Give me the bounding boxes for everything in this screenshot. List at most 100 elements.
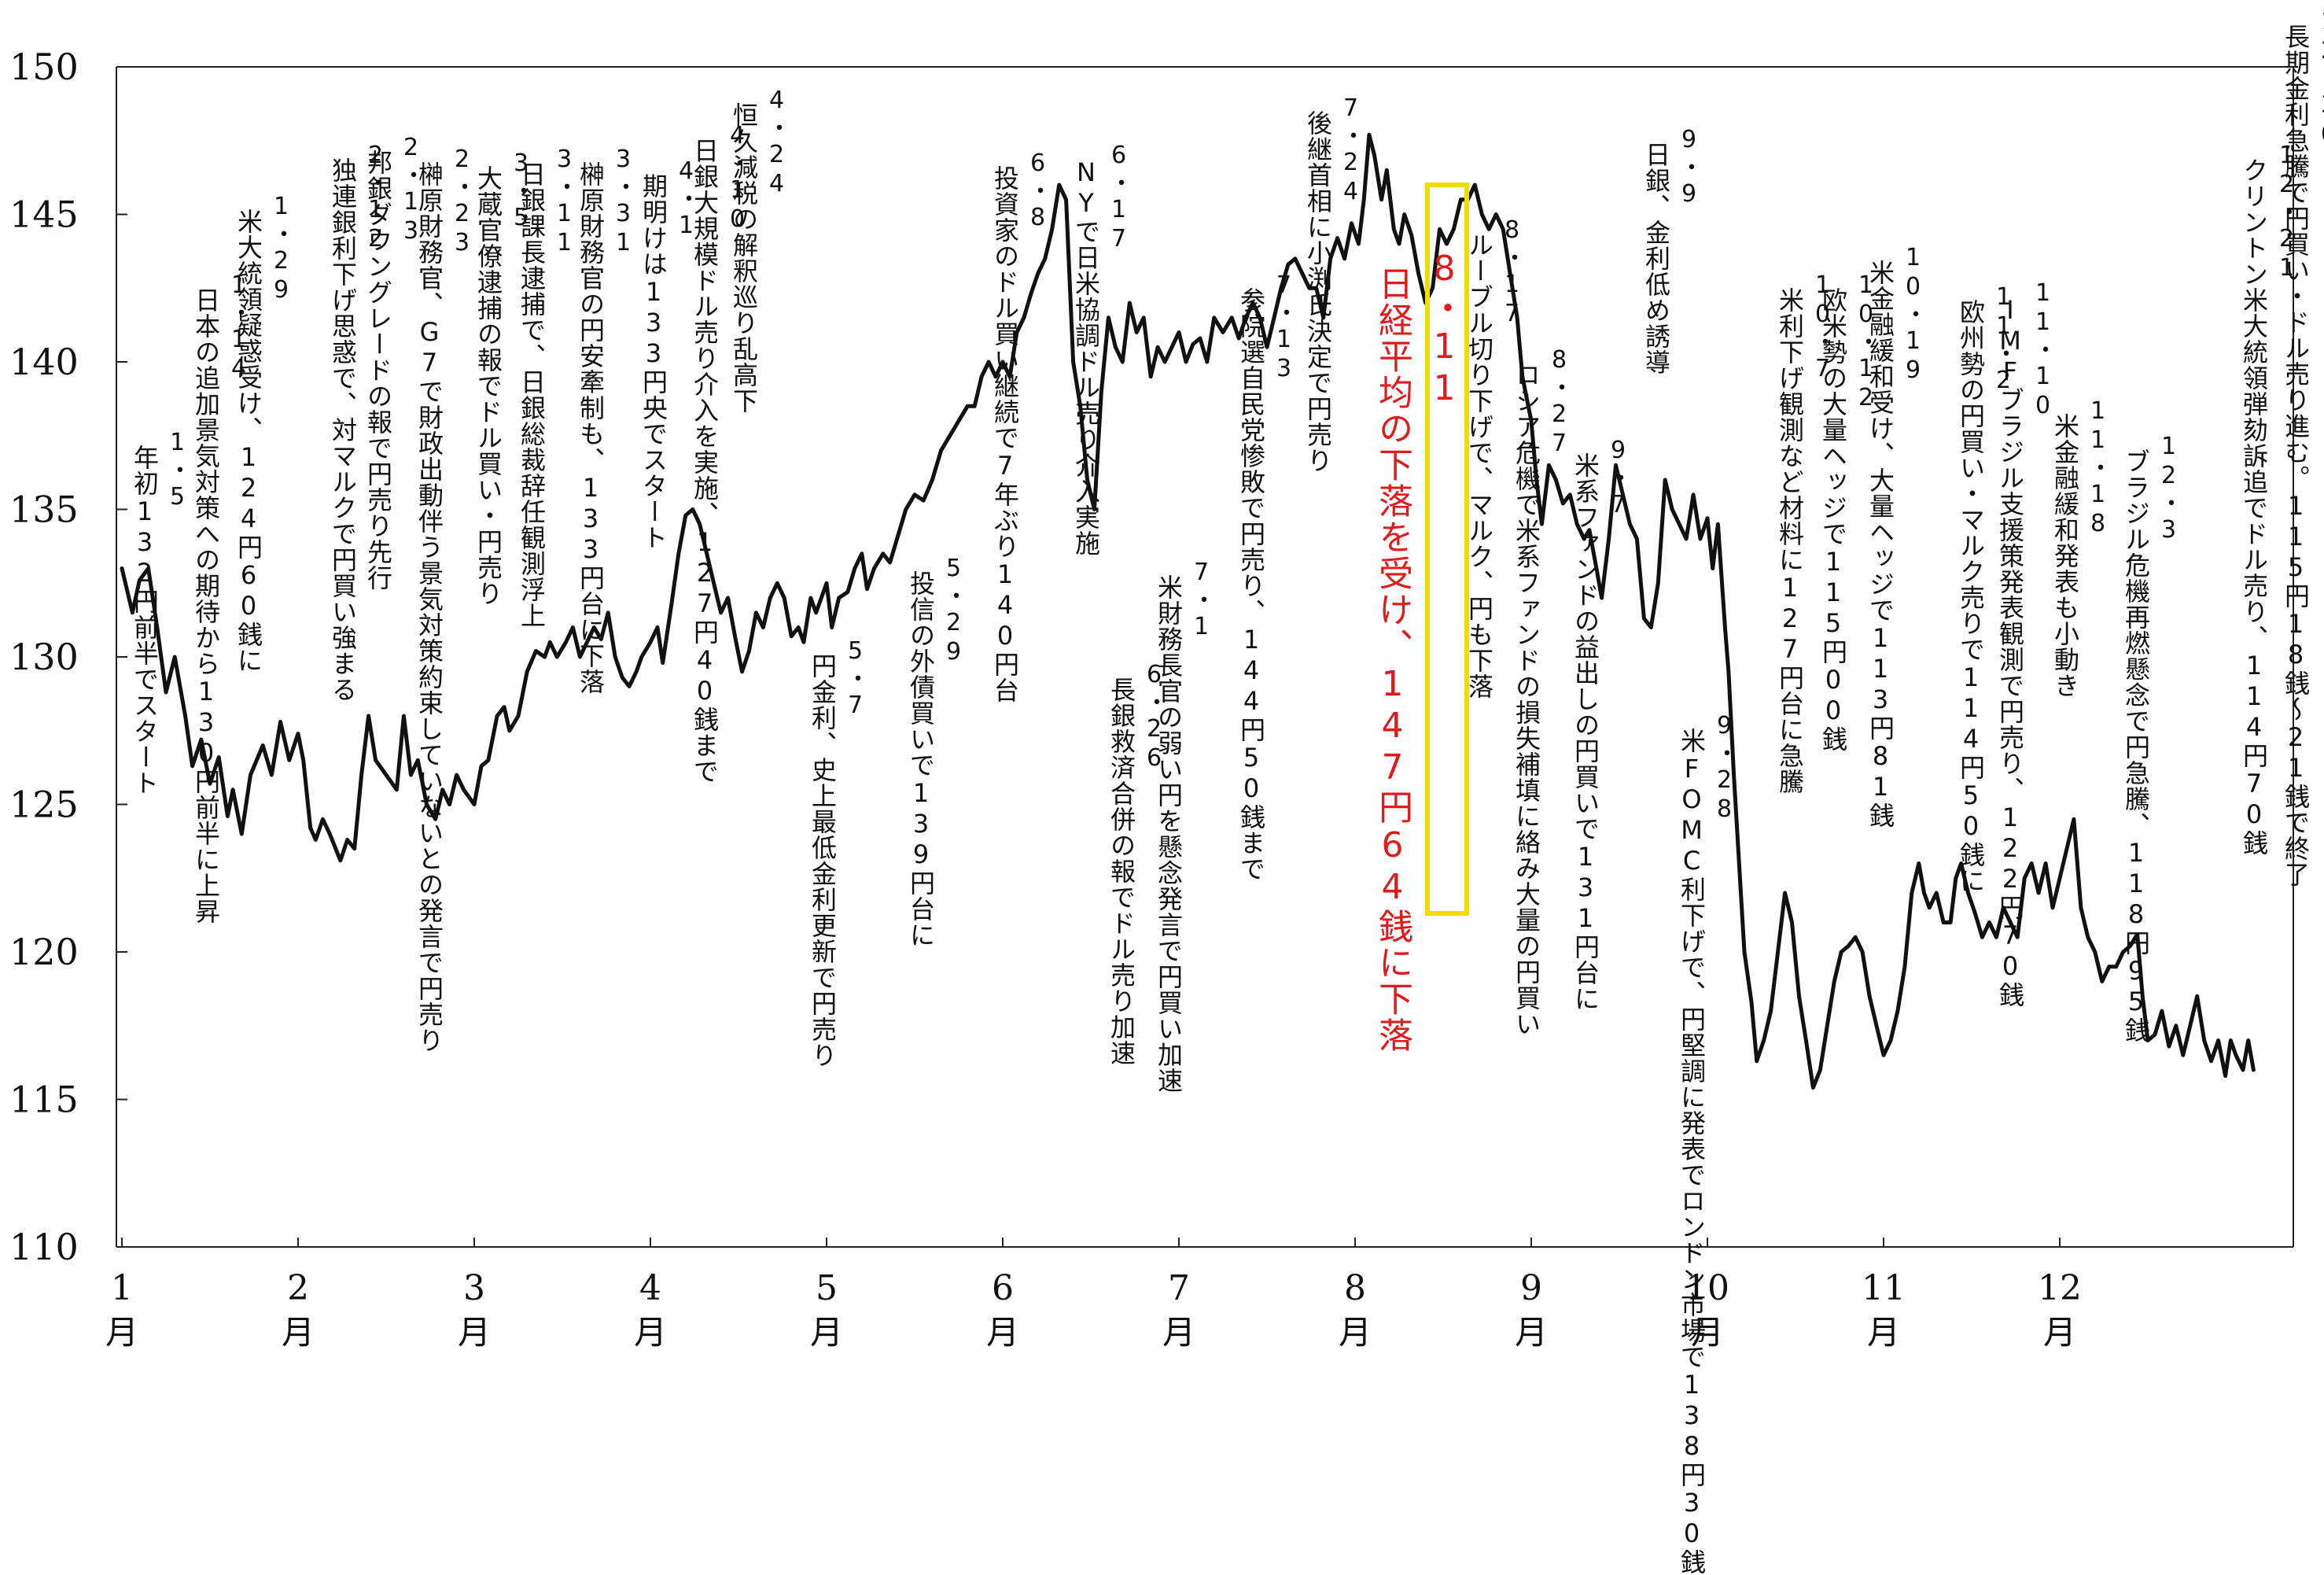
annotation-text: NYで日米協調ドル売り介入実施: [1071, 157, 1101, 556]
annotation-27: 10・7 米利下げ観測など材料に127円台に急騰: [1775, 271, 1836, 795]
usd-jpy-series-line: [120, 132, 2256, 1090]
month-label-unit: 月: [986, 1313, 1019, 1352]
annotation-4: 2・12 独連銀利下げ思惑で、対マルクで円買い強まる: [328, 142, 389, 703]
annotation-date: 1・5: [164, 429, 191, 512]
month-label-unit: 月: [282, 1313, 315, 1352]
annotation-date: 4・10: [724, 122, 751, 234]
annotation-text: 欧米勢の大量ヘッジで115円00銭: [1818, 287, 1848, 752]
annotation-text: 後継首相に小渕氏決定で円売り: [1303, 110, 1333, 474]
month-label-num: 11: [1862, 1268, 1906, 1308]
y-tick-label: 145: [9, 194, 79, 236]
annotation-text: 米FOMC利下げで、円堅調に発表でロンドン市場で138円30銭: [1677, 728, 1707, 1575]
annotation-date: 8・27: [1545, 346, 1573, 459]
annotation-text: 欧州勢の円買い・マルク売りで114円50銭に: [1956, 299, 1986, 894]
annotation-text: ロシア危機で米系ファンドの損失補填に絡み大量の円買い: [1512, 362, 1541, 1037]
annotation-16: 6・17 NYで日米協調ドル売り介入実施: [1071, 142, 1133, 556]
annotation-date: 7・24: [1337, 94, 1365, 207]
month-label-unit: 月: [1691, 1313, 1724, 1352]
y-tick-label: 140: [9, 341, 79, 383]
annotation-date: 11・10: [2029, 279, 2057, 421]
annotation-date: 2・13: [397, 134, 425, 246]
annotation-text: 日銀大規模ドル売り介入を実施、127円40銭まで: [690, 138, 720, 784]
annotation-date: 10・7: [1809, 271, 1836, 384]
annotation-text: 榊原財務官の円安牽制も、133円台に下落: [576, 161, 606, 695]
y-tick-label: 120: [9, 931, 79, 973]
y-tick-label: 110: [9, 1226, 79, 1268]
annotation-29: 10・19 米金融緩和受け、大量ヘッジで113円81銭: [1865, 244, 1927, 828]
annotation-7: 3・5 大蔵官僚逮捕の報でドル買い・円売り: [473, 149, 535, 607]
annotation-date: 10・12: [1852, 271, 1880, 413]
annotation-date: 9・28: [1711, 712, 1738, 824]
annotation-6: 2・23 榊原財務官、G7で財政出動伴う景気対策約束していないとの発言で円売り: [414, 146, 476, 1053]
annotation-33: 12・3 ブラジル危機再燃懸念で円急騰、118円95銭: [2121, 433, 2182, 1043]
month-label-unit: 月: [1339, 1313, 1372, 1352]
annotation-32: 11・18 米金融緩和発表も小動き: [2050, 397, 2112, 699]
annotation-2: 1・14 日本の追加景気対策への期待から130円前半に上昇: [191, 271, 252, 924]
annotation-date: 4・1: [672, 157, 700, 241]
annotation-text: ルーブル切り下げで、マルク、円も下落: [1464, 232, 1494, 699]
annotation-date: 8・17: [1498, 216, 1526, 329]
annotation-text: 榊原財務官、G7で財政出動伴う景気対策約束していないとの発言で円売り: [414, 161, 444, 1053]
annotation-11: 4・10 日銀大規模ドル売り介入を実施、127円40銭まで: [690, 122, 751, 784]
annotation-17: 6・26 長銀救済合併の報でドル売り加速: [1107, 661, 1168, 1066]
month-label-unit: 月: [458, 1313, 491, 1352]
annotation-text: 期明けは133円央でスタート: [639, 173, 668, 551]
y-tick-label: 130: [9, 636, 79, 678]
annotation-date: 1・29: [267, 193, 295, 305]
month-label-num: 4: [639, 1268, 661, 1308]
annotation-text: 日本の追加景気対策への期待から130円前半に上昇: [191, 287, 221, 924]
annotation-10: 4・1 期明けは133円央でスタート: [639, 157, 700, 551]
annotation-8: 3・11 日銀課長逮捕で、日銀総裁辞任観測浮上: [517, 146, 578, 629]
y-tick-label: 115: [9, 1079, 79, 1121]
annotation-14: 5・29 投信の外債買いで139円台に: [906, 555, 967, 948]
annotation-date: 5・7: [842, 637, 869, 721]
annotation-text: 長期金利急騰で円買い・ドル売り進む。115円18銭〜21銭で終了: [2281, 24, 2311, 887]
annotation-text: 米大統領疑惑受け、124円60銭に: [234, 208, 263, 673]
annotation-text: 米財務長官の弱い円を懸念発言で円買い加速: [1154, 574, 1184, 1094]
annotation-text: 独連銀利下げ思惑で、対マルクで円買い強まる: [328, 157, 358, 703]
highlight-date: 8・11: [1424, 249, 1464, 410]
annotation-date: 2・12: [362, 142, 389, 254]
annotation-text: 米金融緩和発表も小動き: [2050, 413, 2080, 699]
annotation-date: 3・11: [551, 146, 578, 258]
highlight-text: 日経平均の下落を受け、147円64銭に下落: [1372, 266, 1412, 1053]
annotation-date: 3・5: [507, 149, 535, 233]
chart-stage: 150 145 140 135 130 125 120 115 110 1 月 2 月 3 月 4 月 5 月 6 月…: [9, 8, 2324, 1575]
highlight-annotation: 8・11 日経平均の下落を受け、147円64銭に下落: [1372, 249, 1464, 1053]
highlight-box: [1425, 183, 1469, 916]
annotation-text: クリントン米大統領弾劾訴追でドル売り、114円70銭: [2239, 157, 2269, 856]
y-tick-label: 135: [9, 489, 79, 531]
annotation-date: 1・14: [225, 271, 252, 384]
annotation-26: 9・28 米FOMC利下げで、円堅調に発表でロンドン市場で138円30銭: [1677, 712, 1738, 1575]
annotation-date: 7・13: [1270, 271, 1298, 384]
annotation-text: 恒久減税の解釈巡り乱高下: [729, 102, 759, 414]
usd-jpy-line-chart: 150 145 140 135 130 125 120 115 110 1 月 2 月 3 月 4 月 5 月 6 月…: [9, 46, 2294, 1352]
month-label-unit: 月: [1515, 1313, 1548, 1352]
annotation-text: 年初132円前半でスタート: [130, 444, 160, 796]
annotation-text: 投資家のドル買い継続で7年ぶり140円台: [990, 165, 1020, 703]
annotation-text: ブラジル危機再燃懸念で円急騰、118円95銭: [2121, 448, 2151, 1043]
annotation-date: 6・17: [1105, 142, 1133, 254]
annotation-9: 3・31 榊原財務官の円安牽制も、133円台に下落: [576, 146, 637, 695]
month-label-unit: 月: [1162, 1313, 1195, 1352]
annotation-date: 10・19: [1899, 244, 1927, 385]
annotation-date: 9・9: [1675, 126, 1703, 209]
annotation-text: 参院選自民党惨敗で円売り、144円50銭まで: [1236, 287, 1266, 882]
annotation-text: 米金融緩和受け、大量ヘッジで113円81銭: [1865, 260, 1895, 828]
annotation-22: 8・17 ルーブル切り下げで、マルク、円も下落: [1464, 216, 1526, 699]
month-label-num: 2: [287, 1268, 309, 1308]
annotation-date: 7・1: [1188, 559, 1215, 642]
y-axis-ticks: 150 145 140 135 130 125 120 115 110: [9, 46, 127, 1268]
month-label-unit: 月: [105, 1313, 138, 1352]
annotation-35: 12・30 長期金利急騰で円買い・ドル売り進む。115円18銭〜21銭で終了: [2281, 8, 2324, 887]
annotation-text: 米利下げ観測など材料に127円台に急騰: [1775, 287, 1805, 795]
annotation-text: 長銀救済合併の報でドル売り加速: [1107, 677, 1136, 1066]
annotation-12: 4・24 恒久減税の解釈巡り乱高下: [729, 87, 790, 414]
annotation-20: 7・24 後継首相に小渕氏決定で円売り: [1303, 94, 1365, 474]
annotation-text: 投信の外債買いで139円台に: [906, 570, 936, 948]
annotation-date: 11・18: [2084, 397, 2112, 539]
month-label-num: 12: [2038, 1268, 2082, 1308]
annotation-34: 12・21 クリントン米大統領弾劾訴追でドル売り、114円70銭: [2239, 142, 2300, 856]
annotation-date: 5・29: [940, 555, 967, 667]
annotation-text: 大蔵官僚逮捕の報でドル買い・円売り: [473, 165, 503, 607]
